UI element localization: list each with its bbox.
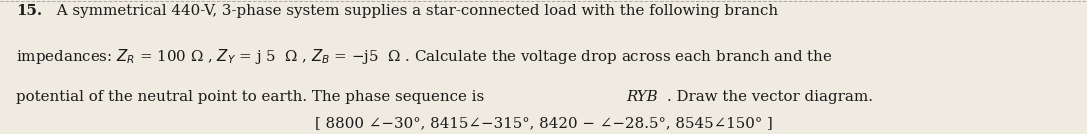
Text: impedances: $Z_{R}$ = 100 Ω , $Z_{Y}$ = j 5  Ω , $Z_{B}$ = −j5  Ω . Calculate th: impedances: $Z_{R}$ = 100 Ω , $Z_{Y}$ = … [16,47,833,66]
Text: A symmetrical 440-V, 3-phase system supplies a star-connected load with the foll: A symmetrical 440-V, 3-phase system supp… [52,4,778,18]
Text: 15.: 15. [16,4,42,18]
Text: RYB: RYB [626,90,659,104]
Text: . Draw the vector diagram.: . Draw the vector diagram. [667,90,874,104]
Text: 15.: 15. [16,4,42,18]
Text: potential of the neutral point to earth. The phase sequence is: potential of the neutral point to earth.… [16,90,489,104]
Text: [ 8800 ∠−30°, 8415∠−315°, 8420 − ∠−28.5°, 8545∠150° ]: [ 8800 ∠−30°, 8415∠−315°, 8420 − ∠−28.5°… [314,116,773,130]
